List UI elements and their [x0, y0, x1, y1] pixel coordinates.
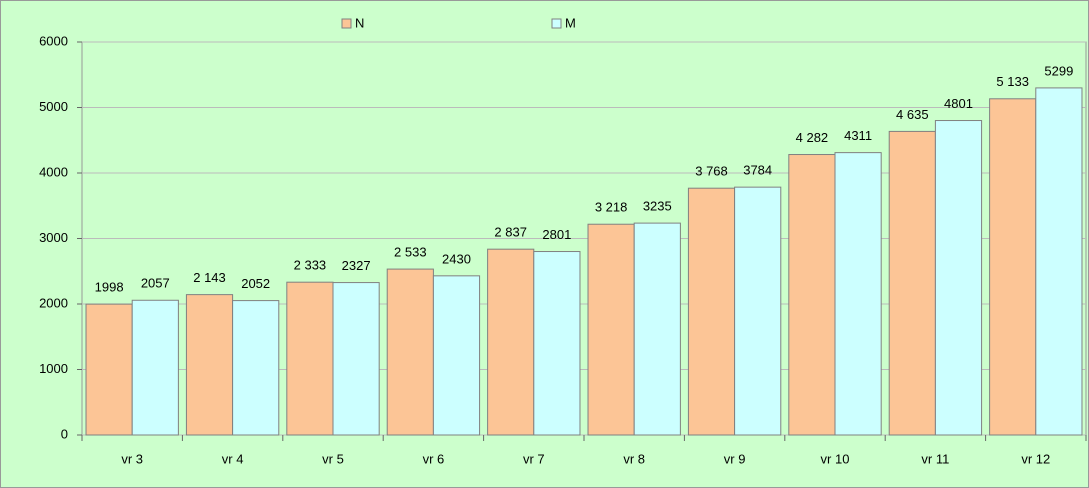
x-tick-label: vr 12 — [1021, 451, 1050, 466]
value-label: 2801 — [542, 227, 571, 242]
x-tick-label: vr 8 — [623, 451, 645, 466]
value-label: 4 635 — [896, 107, 929, 122]
legend-swatch — [551, 18, 562, 29]
x-tick-label: vr 4 — [222, 451, 244, 466]
bar — [934, 120, 983, 436]
value-label: 4801 — [944, 96, 973, 111]
bar — [633, 222, 681, 436]
bar — [1035, 87, 1083, 436]
bar — [232, 300, 280, 436]
bar — [834, 152, 882, 436]
x-tick-label: vr 7 — [523, 451, 545, 466]
bar — [788, 154, 836, 436]
bar — [487, 248, 535, 436]
value-label: 2 333 — [294, 258, 327, 273]
bar — [131, 299, 179, 436]
legend-swatch — [341, 18, 352, 29]
bar — [989, 98, 1037, 436]
legend-label: N — [355, 15, 364, 30]
x-tick-label: vr 11 — [921, 451, 949, 466]
bar — [185, 294, 234, 436]
bar — [533, 251, 581, 436]
bar — [386, 268, 434, 436]
value-label: 1998 — [95, 280, 124, 295]
y-tick-label: 6000 — [39, 33, 68, 48]
y-tick-label: 4000 — [39, 164, 68, 179]
y-tick-label: 3000 — [39, 230, 68, 245]
value-label: 3235 — [643, 199, 672, 214]
value-label: 4 282 — [796, 130, 829, 145]
value-label: 3 218 — [595, 200, 628, 215]
y-tick-label: 0 — [61, 426, 68, 441]
bar — [888, 130, 936, 436]
bar — [687, 187, 736, 436]
value-label: 3 768 — [695, 164, 728, 179]
x-tick-label: vr 3 — [121, 451, 143, 466]
x-tick-label: vr 9 — [724, 451, 746, 466]
bar — [432, 275, 481, 436]
value-label: 2 533 — [394, 245, 427, 260]
y-tick-label: 2000 — [39, 295, 68, 310]
value-label: 2 837 — [494, 225, 527, 240]
bar — [734, 186, 782, 436]
value-label: 2052 — [241, 276, 270, 291]
value-label: 2430 — [442, 251, 471, 266]
x-tick-label: vr 10 — [821, 451, 850, 466]
y-tick-label: 5000 — [39, 99, 68, 114]
value-label: 5299 — [1044, 63, 1073, 78]
bar — [286, 281, 334, 436]
value-label: 3784 — [743, 163, 772, 178]
x-tick-label: vr 6 — [423, 451, 445, 466]
y-tick-label: 1000 — [39, 361, 68, 376]
bar — [332, 282, 380, 436]
bar — [587, 223, 635, 436]
x-tick-label: vr 5 — [322, 451, 344, 466]
value-label: 4311 — [844, 128, 872, 143]
value-label: 5 133 — [996, 74, 1029, 89]
value-label: 2 143 — [193, 270, 226, 285]
value-label: 2327 — [342, 258, 371, 273]
bar — [85, 303, 133, 436]
value-label: 2057 — [141, 276, 170, 291]
legend-label: M — [565, 15, 576, 30]
